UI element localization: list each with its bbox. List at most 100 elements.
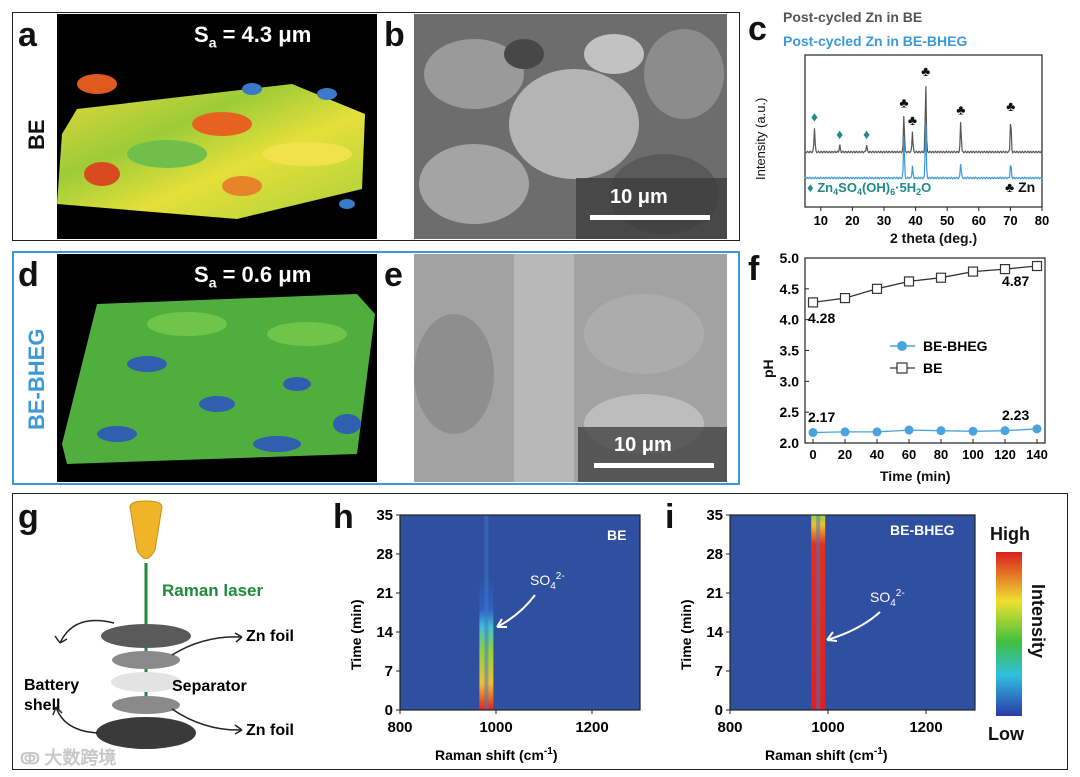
panel-a-frame [12,12,740,241]
panel-d-row-label: BE-BHEG [24,328,49,430]
zn-foil-top-label: Zn foil [246,628,294,645]
xrd-x-tick-label: 50 [940,213,954,228]
battery-shell-label-1: Battery [24,677,79,694]
ph-y-tick-label: 2.5 [780,404,800,420]
heatmap-bheg-peak-trace [816,515,821,710]
heatmap-be-axes-box [399,514,641,711]
xrd-series-line [804,125,1043,180]
ph-y-tick-label: 3.0 [780,373,800,389]
heatmap-bheg-axes-box [729,514,976,711]
panel-ghi-frame [12,493,1068,770]
xrd-plot-area: 10 20 30 40 50 60 70 80♦♦ ♦♣♣♣♣ ♣ [804,54,1049,228]
scale-bar-e [594,463,714,468]
surface-map-be: Sa = 4.3 μm [57,14,377,239]
ph-point-be [999,264,1011,275]
ph-annotation-bheg-end: 2.23 [1002,407,1029,423]
xrd-xlabel: 2 theta (deg.) [890,230,977,246]
ph-x-tick-label: 100 [962,447,984,462]
scale-bar-box-b [576,178,727,239]
panel-h-letter: h [333,498,354,536]
roughness-label-be: Sa = 4.3 μm [194,22,312,51]
panel-a-letter: a [18,16,37,54]
ph-y-tick-label: 4.5 [780,281,800,297]
watermark: ↂ 大数跨境 [20,748,117,768]
club-marker: ♣ [899,95,908,111]
panel-i-letter: i [665,498,675,536]
panel-c-letter: c [748,10,767,48]
heatmap-be-so4-label: SO42- [530,571,565,592]
surface-map-be-svg [57,74,365,219]
heatmap-be-y-tick-label: 21 [376,585,393,602]
ph-y-tick-label: 4.0 [780,312,800,328]
heatmap-be-y-tick-label: 0 [385,702,393,719]
ph-y-tick-label: 3.5 [780,343,800,359]
ph-legend-bheg: BE-BHEG [923,338,988,354]
ph-x-tick-label: 120 [994,447,1016,462]
heatmap-bheg-y-tick-label: 14 [706,624,723,641]
ph-x-tick-label: 60 [902,447,916,462]
heatmap-bheg-x-tick-label: 1200 [909,719,942,736]
ph-point-be [871,283,883,294]
ph-point-be [839,292,851,304]
heatmap-bheg-background [730,515,975,710]
heatmap-bheg-y-tick-label: 7 [715,663,723,680]
ph-point-bheg [904,425,914,435]
heatmap-bheg-x-tick-label: 800 [717,719,742,736]
panel-a-row-label: BE [24,119,49,150]
raman-heatmap-be: 800 1000 1200 0 7 14 21 28 35 Time (min) Raman s… [348,507,641,763]
heatmap-bheg-xlabel: Raman shift (cm-1) [765,746,888,763]
ph-annotation-be-start: 4.28 [808,310,835,326]
ph-y-tick-label: 5.0 [780,250,800,266]
ph-point-be [903,276,915,287]
surface-map-bheg: Sa = 0.6 μm [57,254,377,482]
heatmap-be-ylabel: Time (min) [348,599,364,670]
ph-xlabel: Time (min) [880,468,951,484]
heatmap-bheg-plot-area: 800 1000 1200 0 7 14 21 28 35 [706,507,976,736]
club-marker: ♣ [921,63,930,79]
colorbar [996,552,1022,716]
zn-foil-bottom [112,696,180,714]
heatmap-bheg-y-tick-label: 0 [715,702,723,719]
xrd-x-tick-label: 70 [1003,213,1017,228]
raman-heatmap-bheg: 800 1000 1200 0 7 14 21 28 35 Time (min) Raman s… [678,507,976,763]
xrd-legend-be: Post-cycled Zn in BE [783,9,922,25]
xrd-x-tick-label: 40 [908,213,922,228]
colorbar-axis-label: Intensity [1028,584,1048,659]
ph-point-be [935,272,947,283]
panel-g-letter: g [18,498,39,536]
scale-label-b: 10 μm [610,186,668,208]
heatmap-bheg-x-tick-label: 1000 [811,719,844,736]
colorbar-high-label: High [990,524,1030,544]
ph-point-bheg [936,426,946,436]
scale-bar-b [590,215,710,220]
ph-point-bheg [968,426,978,436]
ph-series-line [812,265,1038,304]
ph-ylabel: pH [760,359,776,378]
xrd-zn-label: ♣ Zn [1005,179,1035,195]
sem-image-be: 10 μm [414,14,727,239]
ph-point-bheg [840,427,850,437]
diamond-marker: ♦ [836,126,843,142]
panel-b-letter: b [384,16,405,54]
xrd-x-tick-label: 10 [814,213,828,228]
scale-label-e: 10 μm [614,434,672,456]
ph-point-be [967,266,979,277]
heatmap-be-x-tick-label: 800 [387,719,412,736]
ph-x-tick-label: 20 [838,447,852,462]
heatmap-be-x-tick-label: 1200 [575,719,608,736]
ph-plot-area: 0 20 40 60 80 100 120 140 2.0 2.5 3.0 3.5 4.0 4.5 5.0 [780,250,1048,462]
battery-shell-bottom [96,717,196,749]
xrd-legend-bheg: Post-cycled Zn in BE-BHEG [783,33,967,49]
heatmap-bheg-tag: BE-BHEG [890,522,955,538]
roughness-label-bheg: Sa = 0.6 μm [194,262,312,291]
zn-foil-top [112,651,180,669]
raman-laser-label: Raman laser [162,581,263,600]
ph-series-line [812,428,1038,434]
ph-legend: BE-BHEG BE [890,338,988,376]
ph-x-tick-label: 80 [934,447,948,462]
heatmap-be-y-tick-label: 35 [376,507,393,524]
club-marker: ♣ [1006,98,1015,114]
heatmap-be-y-tick-label: 28 [376,546,393,563]
ph-point-be [807,297,819,308]
ph-y-tick-label: 2.0 [780,435,800,451]
